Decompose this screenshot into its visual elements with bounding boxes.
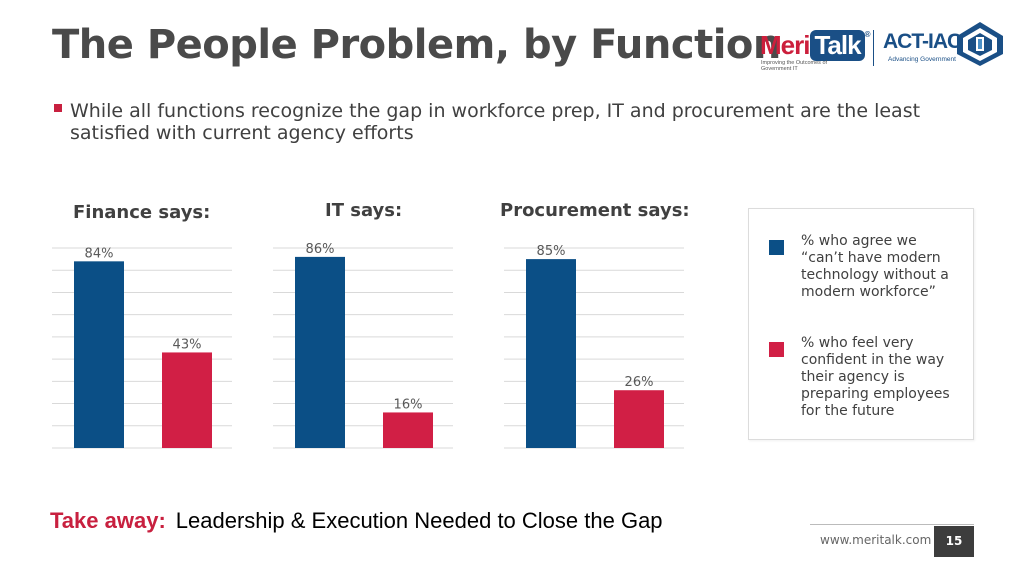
meritalk-tagline: Improving the Outcomes of Government IT	[761, 60, 828, 72]
chart-finance: 84% 43%	[52, 240, 232, 454]
slide-title: The People Problem, by Function	[52, 22, 781, 68]
logo-group: Meri Talk ® Improving the Outcomes of Gove…	[760, 20, 1010, 72]
takeaway-label: Take away:	[50, 508, 166, 533]
chart-title-procurement: Procurement says:	[500, 200, 690, 221]
footer-divider	[810, 524, 974, 525]
chart-finance-svg: 84% 43%	[52, 246, 232, 449]
chart-legend: % who agree we “can’t have modern techno…	[748, 208, 974, 440]
bar-it-confident	[383, 412, 433, 448]
meritalk-logo-bubble: Talk	[810, 30, 865, 61]
meritalk-logo: Meri Talk ®	[760, 30, 871, 61]
data-label-finance-confident: 43%	[173, 337, 202, 352]
logo-divider	[873, 30, 874, 66]
chart-it: 86% 16%	[273, 240, 453, 454]
chart-title-finance: Finance says:	[73, 202, 211, 223]
chart-it-svg: 86% 16%	[273, 242, 453, 449]
bullet-marker	[54, 104, 62, 112]
legend-swatch-confident	[769, 342, 784, 357]
bar-it-agree	[295, 256, 345, 448]
takeaway: Take away: Leadership & Execution Needed …	[50, 508, 663, 534]
chart-procurement: 85% 26%	[504, 240, 684, 454]
data-label-it-confident: 16%	[394, 397, 423, 412]
chart-procurement-svg: 85% 26%	[504, 244, 684, 449]
data-label-it-agree: 86%	[306, 242, 335, 257]
footer-url: www.meritalk.com	[820, 533, 932, 547]
meritalk-logo-main: Meri	[760, 30, 810, 60]
chart-title-it: IT says:	[325, 200, 403, 221]
legend-swatch-agree	[769, 240, 784, 255]
bar-finance-agree	[74, 261, 124, 448]
data-label-procurement-confident: 26%	[625, 375, 654, 390]
data-label-finance-agree: 84%	[85, 246, 114, 261]
bar-procurement-agree	[526, 259, 576, 448]
bullet-text: While all functions recognize the gap in…	[70, 100, 921, 144]
registered-icon: ®	[864, 30, 871, 39]
takeaway-text: Leadership & Execution Needed to Close t…	[175, 508, 663, 533]
legend-text-agree: % who agree we “can’t have modern techno…	[801, 233, 949, 300]
bar-finance-confident	[162, 352, 212, 448]
data-label-procurement-agree: 85%	[537, 244, 566, 259]
page-number: 15	[934, 526, 974, 557]
actiac-tagline: Advancing Government	[888, 56, 956, 63]
legend-text-confident: % who feel very confident in the way the…	[801, 335, 950, 419]
actiac-logo: ACT-IAC	[883, 30, 962, 53]
actiac-capitol-icon	[957, 22, 1003, 66]
bar-procurement-confident	[614, 390, 664, 448]
